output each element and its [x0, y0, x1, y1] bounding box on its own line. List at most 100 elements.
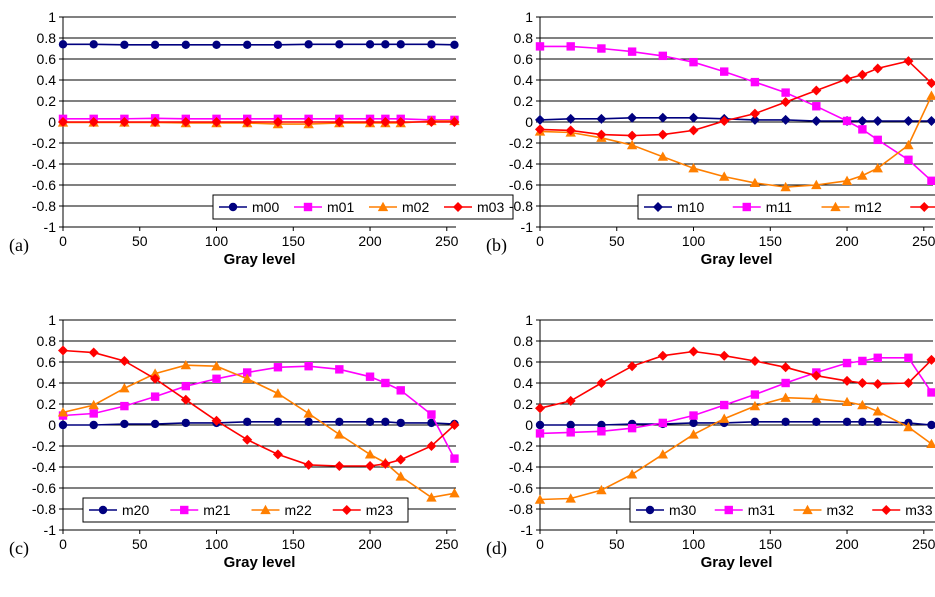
panel-4-ytick-label: 0.4: [514, 375, 534, 391]
panel-3-legend-marker-m23: [341, 505, 352, 515]
panel-2-point-m10: [780, 114, 791, 125]
panel-2-ytick-label: -1: [521, 219, 534, 235]
panel-1-ytick-label: 0.4: [37, 72, 57, 88]
panel-4-point-m32: [857, 399, 868, 410]
panel-4-point-m32: [749, 400, 761, 411]
panel-4-xlabel: Gray level: [701, 554, 773, 571]
panel-4-legend: m30 m31 m32 m33: [629, 497, 935, 523]
panel-2-point-m11: [566, 42, 575, 51]
panel-4-ytick-label: 0.8: [514, 333, 534, 349]
panel-4-point-m33: [926, 354, 935, 365]
panel-1-legend-label-m03: m03: [477, 199, 504, 215]
panel-4-point-m32: [719, 413, 730, 423]
panel-4-ytick-label: -0.6: [509, 480, 533, 496]
panel-4-point-m31: [904, 353, 913, 362]
panel-4-point-m31: [689, 411, 698, 420]
panel-2-point-m13: [811, 85, 822, 96]
panel-2-xtick-label: 100: [682, 233, 706, 249]
panel-1-point-m03: [272, 117, 283, 127]
panel-4-legend-label-m31: m31: [748, 502, 775, 518]
panel-3-xtick-label: 200: [358, 536, 382, 552]
panel-2-ytick-label: 0.2: [514, 93, 534, 109]
panel-2-ytick-label: -0.8: [509, 198, 533, 214]
panel-3-legend-label-m22: m22: [285, 502, 312, 518]
panel-4-legend-label-m33: m33: [905, 502, 932, 518]
panel-2-legend-marker-m10: [653, 202, 663, 212]
panel-1-ytick-label: 0.6: [37, 51, 57, 67]
panel-2-xlabel: Gray level: [701, 251, 773, 268]
panel-2-point-m10: [811, 115, 822, 126]
panel-1-point-m03: [365, 117, 376, 127]
panel-4-xtick-label: 50: [609, 536, 625, 552]
panel-4-label: (d): [486, 538, 507, 559]
panel-1-point-m03: [180, 117, 191, 127]
panel-3-ytick-label: 0.4: [37, 375, 57, 391]
panel-2-xtick-label: 50: [609, 233, 625, 249]
panel-4-point-m30: [812, 417, 821, 427]
panel-3-ytick-label: -1: [44, 522, 57, 538]
panel-1-point-m00: [243, 40, 252, 50]
panel-2-point-m11: [597, 44, 606, 53]
panel-1-point-m00: [58, 40, 68, 49]
panel-3-point-m23: [449, 420, 460, 430]
panel-3-ytick-label: -0.4: [32, 459, 56, 475]
panel-3-point-m22: [364, 449, 376, 459]
panel-4-point-m31: [750, 390, 760, 399]
panel-2-ytick-label: 0.8: [514, 30, 534, 46]
panel-2-series-m13: [535, 56, 935, 141]
panel-1-ytick-label: 1: [48, 9, 56, 25]
panel-1-point-m00: [365, 40, 375, 49]
panel-3-point-m23: [395, 454, 406, 465]
panel-1-legend-marker-m01: [303, 202, 313, 212]
panel-4-point-m32: [841, 396, 853, 407]
panel-1-point-m00: [273, 40, 283, 50]
panel-2-point-m12: [872, 163, 883, 173]
panel-1-ytick-label: -0.6: [32, 177, 56, 193]
panel-4-xtick-label: 0: [536, 536, 544, 552]
panel-4-point-m30: [750, 417, 760, 427]
panel-3-point-m23: [303, 459, 314, 470]
panel-4-point-m32: [903, 421, 914, 432]
panel-4-point-m30: [873, 417, 882, 427]
panel-3-point-m21: [381, 378, 390, 388]
panel-1-legend: m00 m01 m02 m03: [212, 194, 514, 220]
panel-4-point-m31: [781, 378, 790, 388]
panel-3-point-m22: [180, 359, 192, 370]
panel-2: 10.80.60.40.20-0.2-0.4-0.6-0.8-10 50 100 15…: [486, 9, 935, 268]
panel-4-xtick-label: 100: [682, 536, 706, 552]
panel-3-ytick-label: 0.8: [37, 333, 57, 349]
panel-1-point-m03: [426, 117, 437, 127]
panel-2-point-m11: [627, 47, 637, 56]
panel-3-point-m22: [242, 373, 253, 383]
panel-2-legend-label-m12: m12: [855, 199, 882, 215]
panel-3-point-m22: [88, 399, 99, 410]
panel-1-ytick-label: 0: [48, 114, 56, 130]
panel-3-xtick-label: 0: [59, 536, 67, 552]
panel-3-point-m20: [396, 418, 405, 428]
panel-3-ytick-label: 1: [48, 312, 56, 328]
panel-3-point-m23: [334, 460, 345, 471]
panel-2-point-m11: [689, 57, 698, 67]
panel-2-point-m11: [858, 125, 867, 134]
panel-4-legend-label-m32: m32: [827, 502, 854, 518]
panel-1-ytick-label: -0.2: [32, 135, 56, 151]
panel-4-ytick-label: -0.8: [509, 501, 533, 517]
panel-4-point-m30: [535, 420, 545, 430]
panel-4-point-m33: [627, 361, 638, 372]
panel-4-point-m30: [689, 418, 698, 428]
panel-2-point-m13: [565, 125, 576, 136]
panel-2-point-m12: [841, 175, 853, 185]
panel-4-point-m31: [927, 388, 935, 397]
panel-1-point-m03: [88, 117, 99, 127]
panel-4-point-m31: [627, 423, 637, 433]
panel-3-point-m22: [272, 388, 284, 398]
panel-4-ytick-label: 0: [525, 417, 533, 433]
panel-4-point-m30: [858, 417, 867, 427]
panel-4-point-m31: [858, 356, 867, 366]
panel-1-point-m03: [58, 117, 68, 127]
panel-4-line-m33: [539, 350, 933, 409]
panel-2-xtick-label: 250: [912, 233, 935, 249]
panel-1-point-m00: [150, 40, 160, 50]
panel-2-point-m10: [596, 113, 607, 124]
